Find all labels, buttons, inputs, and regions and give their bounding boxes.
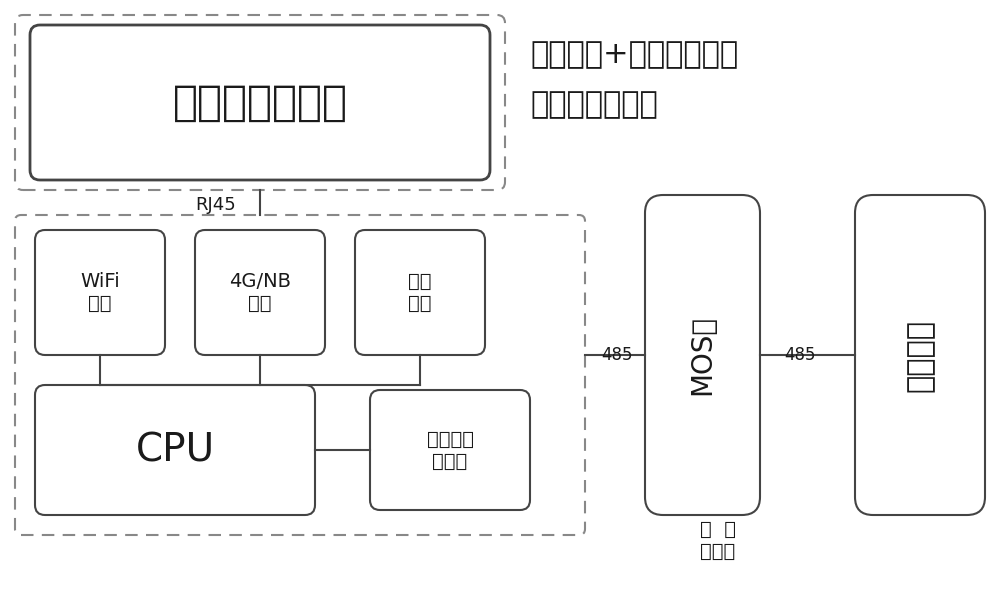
Text: 4G/NB
模块: 4G/NB 模块 — [229, 272, 291, 313]
FancyBboxPatch shape — [30, 25, 490, 180]
Text: RJ45: RJ45 — [195, 196, 236, 214]
Text: WiFi
模块: WiFi 模块 — [80, 272, 120, 313]
Text: 485: 485 — [601, 346, 633, 364]
FancyBboxPatch shape — [35, 230, 165, 355]
Text: CPU: CPU — [135, 431, 215, 469]
Text: MOS管: MOS管 — [688, 315, 716, 395]
Text: 整流模块: 整流模块 — [906, 318, 934, 392]
FancyBboxPatch shape — [15, 215, 585, 535]
Text: 分  路
控制板: 分 路 控制板 — [700, 520, 736, 561]
FancyBboxPatch shape — [195, 230, 325, 355]
Text: 监控中心云平台: 监控中心云平台 — [173, 82, 348, 123]
FancyBboxPatch shape — [15, 15, 505, 190]
FancyBboxPatch shape — [855, 195, 985, 515]
FancyBboxPatch shape — [35, 385, 315, 515]
Text: 一种动环+本地监控融合: 一种动环+本地监控融合 — [530, 40, 738, 69]
Text: 本地监控
液晶屏: 本地监控 液晶屏 — [426, 430, 474, 470]
FancyBboxPatch shape — [355, 230, 485, 355]
Text: 的电源监控方案: 的电源监控方案 — [530, 90, 658, 119]
Text: 485: 485 — [784, 346, 816, 364]
FancyBboxPatch shape — [370, 390, 530, 510]
Text: 蓝牙
模块: 蓝牙 模块 — [408, 272, 432, 313]
FancyBboxPatch shape — [645, 195, 760, 515]
